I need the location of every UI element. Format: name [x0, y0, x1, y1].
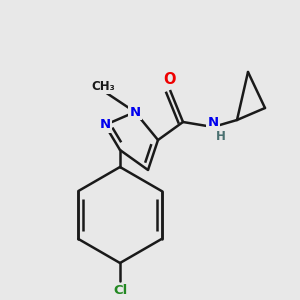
- Text: H: H: [216, 130, 226, 143]
- Text: Cl: Cl: [113, 284, 127, 298]
- Text: O: O: [164, 73, 176, 88]
- Text: N: N: [129, 106, 141, 118]
- Text: CH₃: CH₃: [91, 80, 115, 92]
- Text: N: N: [207, 116, 219, 128]
- Text: N: N: [99, 118, 111, 131]
